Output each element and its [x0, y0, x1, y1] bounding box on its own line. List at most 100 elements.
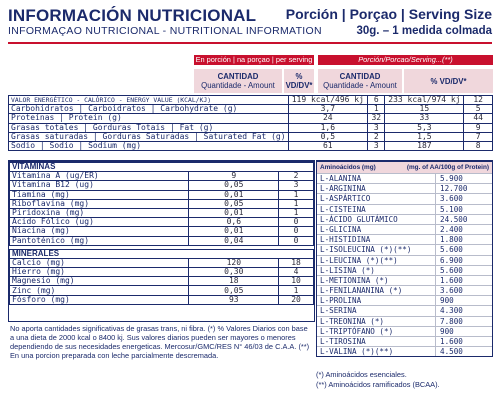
vitamin-amount: 0,05: [188, 180, 280, 191]
amount-header-2: CANTIDAD Quantidade - Amount: [318, 69, 402, 93]
macro-row: Proteínas | Protein (g) 24 32 33 44: [8, 113, 493, 124]
amino-acid-name: L-ÁCIDO GLUTÁMICO: [317, 214, 436, 224]
macro-label: Grasas saturadas | Gorduras Saturadas | …: [8, 131, 289, 142]
vitamin-row: Ácido Fólico (ug) 0,6 0: [8, 217, 314, 228]
vd-header-1: % VD/DV*: [284, 69, 314, 93]
amino-acid-name: L-TRIPTÓFANO (*): [317, 326, 436, 336]
vitamin-amount: 0,05: [188, 198, 280, 209]
macro-amount: 3,7: [287, 104, 369, 115]
amino-acid-value: 3.600: [440, 194, 463, 204]
amino-acid-name: L-ARGININA: [317, 184, 436, 194]
mineral-label: Fósforo (mg): [8, 294, 190, 305]
amino-acid-name: L-LISINA (*): [317, 265, 436, 275]
page-title: INFORMACIÓN NUTRICIONAL: [8, 6, 257, 25]
vitamin-amount: 0,01: [188, 189, 280, 200]
macro-amount: 119 kcal/496 kj: [287, 94, 369, 106]
vitamin-row: Piridoxina (mg) 0,01 1: [8, 207, 314, 219]
portion-size: 30g. – 1 medida colmada: [356, 25, 492, 37]
amino-acid-value: 6.900: [440, 255, 463, 265]
vitamin-amount: 0,6: [188, 217, 280, 228]
mineral-amount: 0,05: [188, 285, 280, 296]
amino-acids-heading: Aminoácidos (mg): [320, 164, 376, 171]
vitamins-table: VITAMINAS Vitamina A (ug/ER) 9 2 Vitamina B1…: [8, 161, 314, 305]
macro-vd-prepared: 12: [463, 94, 493, 106]
vitamin-vd: 0: [278, 235, 314, 246]
mineral-vd: 1: [278, 285, 314, 296]
amino-acid-name: L-TIROSINA: [317, 337, 436, 347]
macro-vd: 1: [367, 104, 386, 115]
vitamins-minerals-box: VITAMINAS Vitamina A (ug/ER) 9 2 Vitamina B1…: [8, 160, 315, 322]
vitamin-row: Niacina (mg) 0,01 0: [8, 226, 314, 237]
vitamin-vd: 3: [278, 180, 314, 191]
amino-acid-name: L-FENILANANINA (*): [317, 286, 436, 296]
vitamin-label: Niacina (mg): [8, 226, 190, 237]
vitamins-heading: VITAMINAS: [9, 161, 314, 173]
amino-acid-row: L-LISINA (*) 5.600: [317, 264, 492, 275]
macro-amount: 61: [287, 140, 369, 152]
vitamin-label: Pantoténico (mg): [8, 235, 190, 246]
mineral-label: Zinc (mg): [8, 285, 190, 296]
amino-acid-row: L-SERINA 4.300: [317, 305, 492, 316]
amino-acid-row: L-METIONINA (*) 1.600: [317, 274, 492, 286]
amino-acid-value: 3.600: [440, 286, 463, 296]
amino-acid-value: 2.400: [440, 224, 463, 234]
amino-acid-row: L-VALINA (*)(**) 4.500: [317, 346, 492, 357]
amount-header-1: CANTIDAD Quantidade - Amount: [194, 69, 282, 93]
mineral-vd: 20: [278, 294, 314, 305]
mineral-row: Zinc (mg) 0,05 1: [8, 285, 314, 296]
vitamin-row: Tiamina (mg) 0,01 1: [8, 189, 314, 200]
amino-acid-value: 5.600: [440, 265, 463, 275]
vitamin-amount: 9: [188, 171, 280, 182]
vitamin-vd: 1: [278, 207, 314, 219]
vitamin-row: Vitamina B12 (ug) 0,05 3: [8, 180, 314, 191]
amount-header-2-line1: CANTIDAD: [339, 72, 381, 81]
amino-acid-value: 1.600: [440, 337, 463, 346]
per-portion-header: En porción | na porçao | per serving: [194, 55, 314, 65]
mineral-row: Hierro (mg) 0,30 4: [8, 267, 314, 278]
amino-acid-value: 900: [440, 326, 454, 336]
amino-acid-row: L-TREONINA (*) 7.800: [317, 315, 492, 326]
vitamin-label: Tiamina (mg): [8, 189, 190, 200]
amino-acid-value: 4.500: [440, 347, 463, 357]
macro-vd: 2: [367, 131, 386, 142]
amino-acid-name: L-ISOLEUCINA (*)(**): [317, 245, 436, 255]
macro-row: Sodio | Sodio | Sodium (mg) 61 3 187 8: [8, 140, 493, 152]
mineral-vd: 18: [278, 257, 314, 269]
amino-acid-row: L-TRIPTÓFANO (*) 900: [317, 325, 492, 336]
amino-acid-name: L-ALANINA: [317, 174, 436, 184]
amino-acid-row: L-LEUCINA (*)(**) 6.900: [317, 254, 492, 265]
amino-acid-name: L-SERINA: [317, 306, 436, 316]
macro-amount-prepared: 5,3: [384, 122, 465, 133]
portion-title: Porción | Porçao | Serving Size: [285, 6, 492, 22]
mineral-vd: 10: [278, 276, 314, 287]
amount-header-1-line2: Quantidade - Amount: [201, 81, 275, 90]
amino-acid-value: 5.100: [440, 204, 463, 214]
mineral-row: Fósforo (mg) 93 20: [8, 294, 314, 305]
title-divider: [8, 42, 492, 44]
macro-row: Carbohidratos | Carboidratos | Carbohydr…: [8, 104, 493, 115]
amino-acid-row: L-TIROSINA 1.600: [317, 336, 492, 347]
footnote-essential: (*) Aminoácidos esenciales.: [316, 370, 407, 379]
amino-acid-name: L-VALINA (*)(**): [317, 347, 436, 357]
mineral-label: Calcio (mg): [8, 257, 190, 269]
vitamin-label: Riboflavina (mg): [8, 198, 190, 209]
macro-vd-prepared: 9: [463, 122, 493, 133]
amino-acid-row: L-ÁCIDO GLUTÁMICO 24.500: [317, 213, 492, 224]
macro-amount-prepared: 233 kcal/974 kj: [384, 94, 465, 106]
macro-vd-prepared: 44: [463, 113, 493, 124]
mineral-amount: 93: [188, 294, 280, 305]
macro-vd: 32: [367, 113, 386, 124]
amino-acid-value: 1.800: [440, 235, 463, 245]
amino-acid-value: 1.600: [440, 275, 463, 285]
minerals-heading-row: MINERALES: [9, 248, 314, 259]
amino-acid-value: 5.900: [440, 174, 463, 183]
macro-label: Grasas totales | Gorduras Totais | Fat (…: [8, 122, 289, 133]
macro-row: VALOR ENERGÉTICO - CALÓRICO - ENERGY VAL…: [8, 94, 493, 106]
amino-acid-value: 4.300: [440, 306, 463, 316]
mineral-label: Magnesio (mg): [8, 276, 190, 287]
amino-acid-row: L-ISOLEUCINA (*)(**) 5.600: [317, 244, 492, 255]
mineral-amount: 18: [188, 276, 280, 287]
vitamin-vd: 0: [278, 226, 314, 237]
macro-amount: 1,6: [287, 122, 369, 133]
macro-amount: 24: [287, 113, 369, 124]
